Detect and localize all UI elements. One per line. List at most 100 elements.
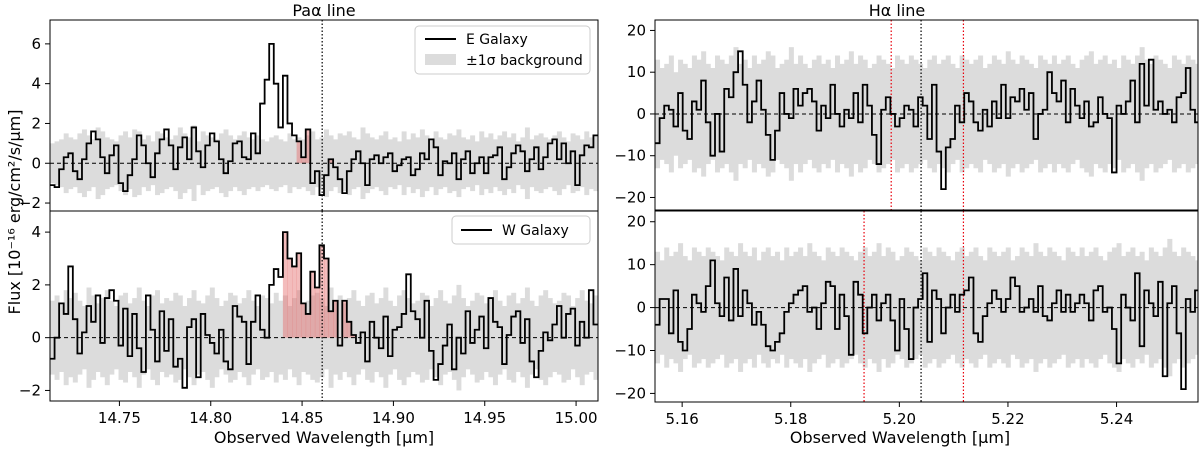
- background-band-bin: [502, 131, 508, 196]
- background-band-bin: [728, 251, 734, 364]
- background-band-bin: [319, 137, 325, 190]
- background-band-bin: [278, 300, 284, 375]
- background-band-bin: [95, 303, 101, 372]
- x-tick-label: 5.16: [665, 410, 698, 428]
- signal-fill-bin: [351, 335, 357, 338]
- background-band-bin: [853, 63, 859, 165]
- y-tick-label: 20: [627, 21, 646, 39]
- background-band-bin: [1111, 247, 1117, 368]
- background-band-bin: [1125, 59, 1131, 169]
- background-band-bin: [187, 137, 192, 190]
- background-band-bin: [570, 306, 576, 370]
- plot-area: [50, 20, 598, 211]
- legend-w-galaxy: W Galaxy: [451, 215, 591, 245]
- x-tick-label: 5.22: [991, 410, 1024, 428]
- background-band-bin: [59, 139, 65, 188]
- background-band-bin: [705, 247, 711, 368]
- background-band-bin: [973, 59, 979, 169]
- background-band-bin: [1028, 256, 1034, 360]
- background-band-bin: [241, 298, 247, 378]
- y-tick-label: −2: [19, 194, 41, 212]
- background-band-bin: [1107, 63, 1113, 165]
- background-band-bin: [1028, 63, 1034, 165]
- background-band-bin: [191, 125, 197, 202]
- panel-h-alpha-w-galaxy: Observed Wavelength [μm] −20 −10 0 10 20 5.16…: [614, 210, 1199, 447]
- background-band-bin: [360, 306, 366, 370]
- x-tick-label: 14.95: [463, 409, 506, 427]
- background-band-bin: [278, 139, 284, 188]
- legend-band-swatch: [425, 54, 456, 65]
- axes-frame: [654, 210, 1199, 403]
- y-tick-label: 0: [31, 154, 41, 172]
- background-band-bin: [918, 63, 924, 165]
- background-band-bin: [1111, 59, 1117, 169]
- background-band-bin: [1139, 251, 1145, 364]
- background-band-bin: [515, 141, 521, 186]
- background-band-bin: [200, 131, 206, 196]
- signal-fill-bin: [328, 159, 334, 164]
- background-band-bin: [959, 55, 965, 173]
- signal-fill-bin: [319, 245, 325, 338]
- background-band-bin: [187, 298, 192, 378]
- background-band-bin: [701, 51, 707, 177]
- background-band-bin: [987, 63, 993, 165]
- background-band-bin: [502, 306, 508, 370]
- background-band-bin: [465, 306, 471, 370]
- background-band-bin: [664, 247, 670, 368]
- background-band-bin: [1162, 247, 1168, 368]
- background-band-bin: [543, 137, 549, 190]
- background-band-bin: [1176, 59, 1182, 169]
- background-band-bin: [346, 131, 352, 196]
- background-band-bin: [1070, 63, 1076, 165]
- background-band-bin: [255, 306, 261, 370]
- background-band-bin: [383, 287, 389, 388]
- background-band-bin: [282, 295, 288, 380]
- background-band-bin: [1139, 47, 1145, 181]
- panel-pa-alpha-e-galaxy: Paα line E Galaxy ±1σ background −2 0 2 4 6: [19, 1, 599, 212]
- background-band-bin: [374, 139, 380, 188]
- background-band-bin: [255, 135, 261, 192]
- y-tick-label: 4: [31, 75, 41, 93]
- signal-fill-bin: [296, 141, 302, 164]
- background-band-bin: [1093, 247, 1099, 368]
- x-tick-label: 5.18: [774, 410, 807, 428]
- background-band-bin: [81, 306, 87, 370]
- x-axis-label-left: Observed Wavelength [μm]: [214, 428, 434, 447]
- background-band-bin: [401, 290, 407, 386]
- background-band-bin: [346, 298, 352, 378]
- spectrum-step-line: [655, 50, 1198, 191]
- y-tick-label: −2: [19, 381, 41, 399]
- background-band-bin: [756, 63, 762, 165]
- background-band-bin: [86, 287, 92, 388]
- background-band-bin: [292, 139, 297, 188]
- signal-fill-bin: [310, 271, 316, 338]
- background-band-bin: [1084, 256, 1090, 360]
- legend-box: [414, 25, 591, 75]
- background-band-bin: [492, 290, 498, 386]
- y-tick-label: −20: [614, 384, 646, 402]
- background-band-bin: [1042, 256, 1048, 360]
- y-tick-label: 10: [627, 256, 646, 274]
- background-band-bin: [296, 290, 302, 386]
- signal-fill-bin: [328, 311, 334, 338]
- background-band-bin: [678, 243, 684, 372]
- background-band-bin: [918, 260, 924, 355]
- background-band-bin: [123, 131, 129, 196]
- background-band-bin: [756, 260, 762, 355]
- background-band-bin: [1176, 256, 1182, 360]
- background-band-bin: [492, 139, 498, 188]
- background-band-bin: [479, 295, 485, 380]
- signal-fill-bin: [301, 157, 307, 164]
- axes-frame: [654, 19, 1199, 211]
- x-tick-label: 14.75: [98, 409, 141, 427]
- legend-label-background: ±1σ background: [466, 53, 583, 69]
- background-band-bin: [191, 290, 197, 386]
- background-band-bin: [1098, 256, 1104, 360]
- background-band-bin: [488, 133, 494, 194]
- signal-fill-bin: [305, 129, 311, 164]
- background-band-bin: [387, 300, 393, 375]
- background-band-bin: [424, 295, 430, 380]
- background-band-bin: [839, 63, 845, 165]
- background-band-bin: [881, 256, 887, 360]
